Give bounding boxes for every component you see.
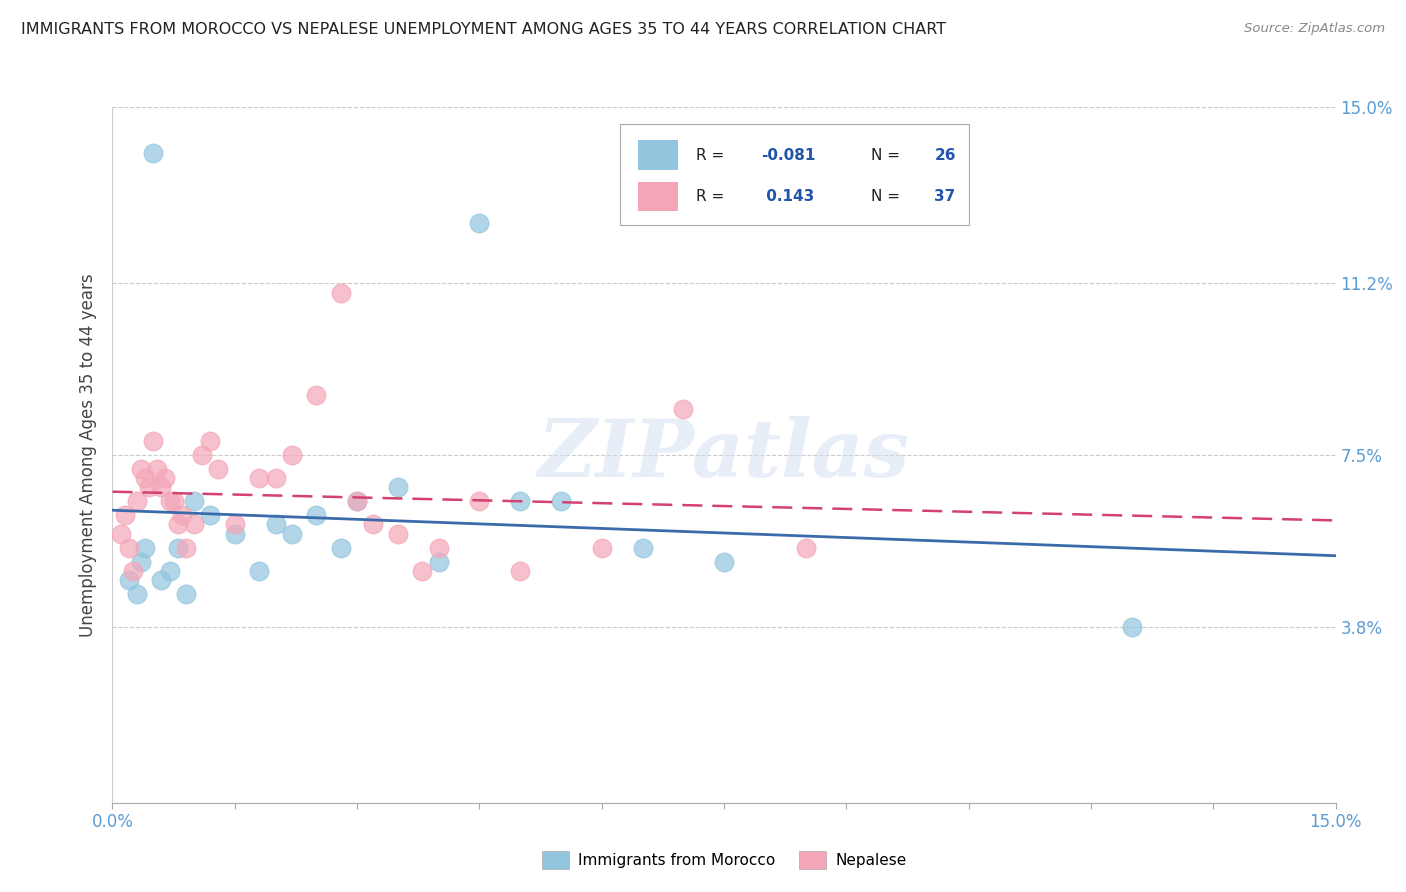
Point	[110, 526, 132, 541]
Point	[713, 555, 735, 569]
Point	[146, 462, 169, 476]
Point	[387, 526, 409, 541]
Point	[305, 387, 328, 401]
Point	[125, 587, 148, 601]
Point	[247, 564, 270, 578]
Point	[346, 494, 368, 508]
Point	[427, 555, 450, 569]
Point	[129, 555, 152, 569]
Point	[183, 494, 205, 508]
Y-axis label: Unemployment Among Ages 35 to 44 years: Unemployment Among Ages 35 to 44 years	[79, 273, 97, 637]
Point	[150, 573, 173, 587]
Text: IMMIGRANTS FROM MOROCCO VS NEPALESE UNEMPLOYMENT AMONG AGES 35 TO 44 YEARS CORRE: IMMIGRANTS FROM MOROCCO VS NEPALESE UNEM…	[21, 22, 946, 37]
Point	[142, 146, 165, 161]
Point	[329, 541, 352, 555]
Point	[114, 508, 136, 523]
Point	[207, 462, 229, 476]
Point	[170, 508, 193, 523]
Point	[329, 285, 352, 300]
Point	[591, 541, 613, 555]
Point	[264, 517, 287, 532]
Point	[468, 216, 491, 230]
Point	[142, 434, 165, 448]
Point	[159, 564, 181, 578]
Text: Source: ZipAtlas.com: Source: ZipAtlas.com	[1244, 22, 1385, 36]
Point	[174, 541, 197, 555]
Point	[631, 541, 654, 555]
Point	[550, 494, 572, 508]
Point	[118, 573, 141, 587]
FancyBboxPatch shape	[638, 182, 678, 211]
Point	[387, 480, 409, 494]
Point	[166, 517, 188, 532]
Point	[200, 434, 222, 448]
Point	[247, 471, 270, 485]
Point	[150, 480, 173, 494]
Point	[281, 526, 304, 541]
Point	[264, 471, 287, 485]
Point	[118, 541, 141, 555]
Point	[174, 587, 197, 601]
Point	[183, 517, 205, 532]
Point	[159, 494, 181, 508]
Point	[134, 471, 156, 485]
Text: R =: R =	[696, 189, 730, 204]
Point	[509, 564, 531, 578]
Text: 0.143: 0.143	[761, 189, 814, 204]
Legend: Immigrants from Morocco, Nepalese: Immigrants from Morocco, Nepalese	[536, 846, 912, 875]
Point	[468, 494, 491, 508]
Point	[672, 401, 695, 416]
Point	[281, 448, 304, 462]
Point	[363, 517, 385, 532]
Point	[346, 494, 368, 508]
Text: 26: 26	[935, 147, 956, 162]
Point	[122, 564, 145, 578]
FancyBboxPatch shape	[620, 124, 969, 226]
Point	[1121, 619, 1143, 633]
Point	[125, 494, 148, 508]
Text: -0.081: -0.081	[761, 147, 815, 162]
FancyBboxPatch shape	[638, 140, 678, 169]
Point	[509, 494, 531, 508]
Point	[138, 480, 160, 494]
Point	[427, 541, 450, 555]
Point	[224, 517, 246, 532]
Text: N =: N =	[870, 189, 904, 204]
Point	[163, 494, 186, 508]
Point	[794, 541, 817, 555]
Text: R =: R =	[696, 147, 730, 162]
Point	[200, 508, 222, 523]
Point	[224, 526, 246, 541]
Point	[155, 471, 177, 485]
Text: ZIPatlas: ZIPatlas	[538, 417, 910, 493]
Point	[134, 541, 156, 555]
Point	[411, 564, 433, 578]
Point	[305, 508, 328, 523]
Point	[129, 462, 152, 476]
Text: 37: 37	[935, 189, 956, 204]
Text: N =: N =	[870, 147, 904, 162]
Point	[166, 541, 188, 555]
Point	[191, 448, 214, 462]
